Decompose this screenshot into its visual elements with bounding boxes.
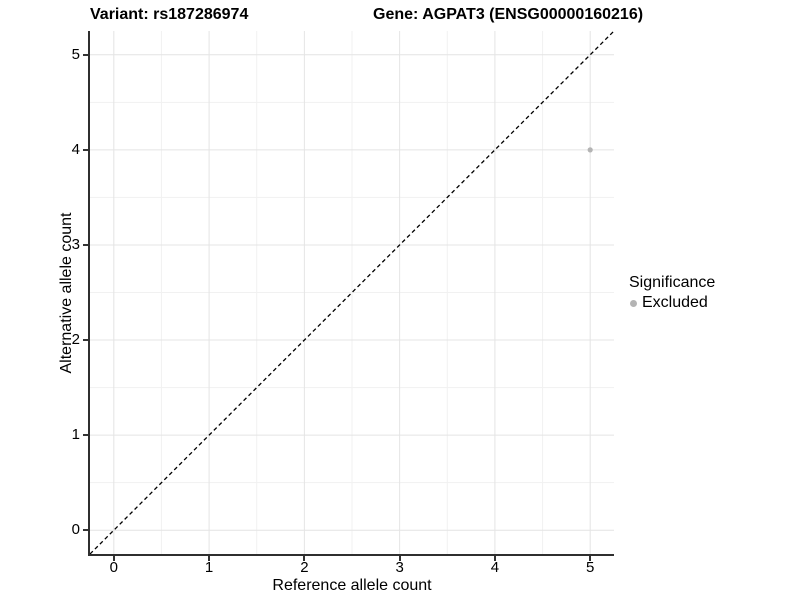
x-tick-mark [493, 556, 496, 561]
y-tick-label: 5 [71, 45, 80, 63]
plot-panel [88, 31, 614, 556]
y-tick-label: 3 [71, 235, 80, 253]
legend-title: Significance [629, 274, 716, 291]
y-tick-mark [83, 434, 88, 437]
x-tick-mark [208, 556, 211, 561]
legend-point-icon [630, 299, 637, 307]
y-tick-mark [83, 243, 88, 246]
chart-canvas [90, 31, 614, 554]
legend: Significance Excluded [629, 274, 715, 312]
y-tick-label: 0 [71, 521, 80, 539]
y-tick-mark [83, 148, 88, 151]
x-tick-mark [303, 556, 306, 561]
y-tick-mark [83, 529, 88, 532]
x-tick-mark [112, 556, 115, 561]
identity-reference-line [90, 31, 614, 554]
y-tick-label: 4 [71, 140, 80, 158]
y-tick-label: 1 [71, 426, 80, 444]
x-axis-label: Reference allele count [272, 577, 432, 594]
y-tick-mark [83, 53, 88, 56]
x-tick-label: 4 [490, 559, 500, 576]
plot-title-variant: Variant: rs187286974 [90, 6, 249, 23]
x-tick-label: 3 [395, 559, 404, 576]
legend-item-excluded: Excluded [629, 294, 715, 312]
y-tick-mark [83, 339, 88, 342]
legend-item-label: Excluded [642, 294, 708, 311]
x-tick-label: 0 [109, 559, 118, 576]
x-tick-label: 2 [300, 559, 309, 576]
data-point [587, 147, 593, 153]
plot-title-gene: Gene: AGPAT3 (ENSG00000160216) [373, 6, 644, 23]
x-tick-label: 1 [204, 559, 214, 576]
x-tick-mark [398, 556, 401, 561]
y-tick-label: 2 [71, 331, 80, 349]
x-tick-mark [589, 556, 592, 561]
y-axis-label: Alternative allele count [58, 212, 75, 374]
x-tick-label: 5 [586, 559, 595, 576]
